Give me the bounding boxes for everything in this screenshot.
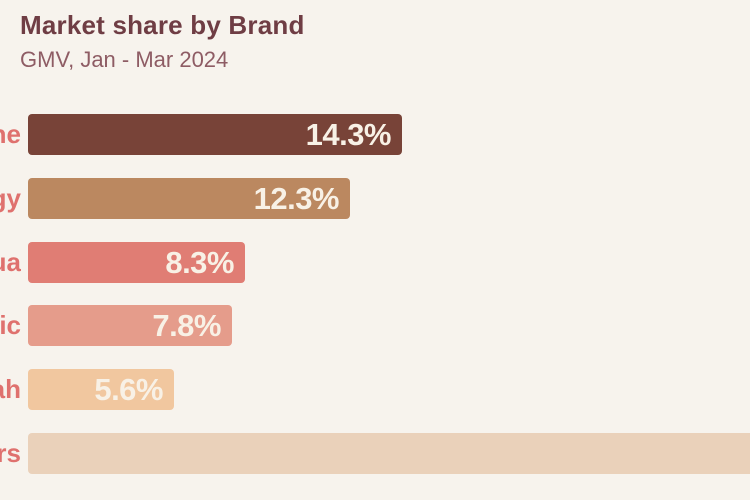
bar-row: gy 12.3% [0,178,750,219]
chart-title: Market share by Brand [20,10,305,40]
bar: 14.3% [28,114,402,155]
bar-category-label: ah [0,374,21,404]
bar-row: rs [0,433,750,474]
chart-subtitle: GMV, Jan - Mar 2024 [20,47,229,72]
bar-category-label: gy [0,183,21,213]
bar-row: ah 5.6% [0,369,750,410]
bar-category-label: ne [0,119,21,149]
bar-row: ic 7.8% [0,305,750,346]
chart-header: Market share by Brand GMV, Jan - Mar 202… [20,10,305,73]
bar: 7.8% [28,305,232,346]
bar: 5.6% [28,369,174,410]
bar-row: ua 8.3% [0,242,750,283]
bar [28,433,750,474]
bar-value-label: 12.3% [253,181,340,216]
bar-value-label: 7.8% [152,308,221,343]
bar-value-label: 14.3% [305,117,392,152]
bar-value-label: 8.3% [165,245,234,280]
bar-category-label: ic [0,310,21,340]
bar-row: ne 14.3% [0,114,750,155]
bar: 8.3% [28,242,245,283]
bar-category-label: rs [0,438,21,468]
bar-value-label: 5.6% [94,372,163,407]
bar-category-label: ua [0,247,21,277]
bar: 12.3% [28,178,350,219]
